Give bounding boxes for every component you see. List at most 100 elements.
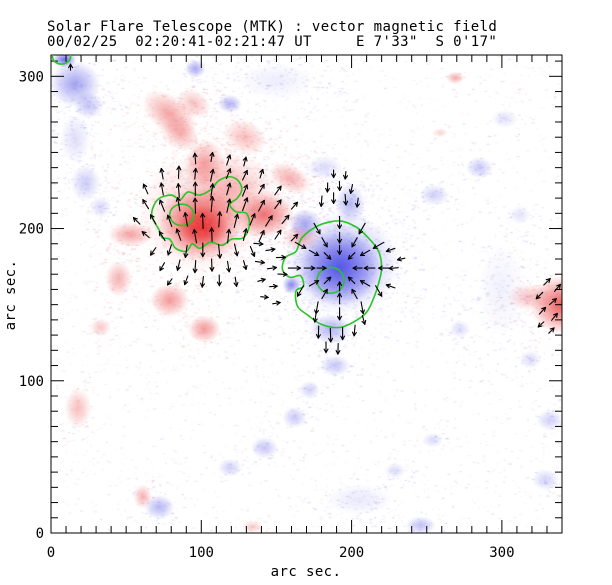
axis-ticks: [50, 55, 563, 534]
vector-arrowhead: [209, 168, 214, 173]
vector-arrow: [225, 168, 231, 180]
vector-arrowhead: [176, 183, 179, 188]
vector-arrow: [210, 196, 214, 213]
vector-arrow: [360, 301, 364, 315]
vector-arrowhead: [226, 198, 231, 203]
vector-arrow: [242, 197, 248, 212]
vector-arrowhead: [317, 334, 321, 339]
vector-arrowhead: [329, 254, 332, 260]
vector-arrowhead: [385, 250, 391, 253]
vector-arrow: [142, 199, 150, 210]
vector-arrowhead: [337, 281, 341, 286]
vector-arrow: [359, 249, 371, 257]
vector-arrowhead: [209, 151, 214, 157]
vector-arrowhead: [176, 228, 181, 233]
vector-arrowhead: [315, 251, 320, 257]
vector-arrowhead: [296, 267, 302, 271]
vector-arrow: [385, 247, 396, 252]
vector-arrowhead: [352, 265, 358, 269]
vector-arrow: [372, 241, 385, 249]
vector-arrowhead: [183, 212, 186, 218]
vector-arrow: [141, 231, 150, 239]
vector-arrowhead: [337, 224, 341, 230]
vector-arrowhead: [226, 154, 231, 159]
vector-arrowhead: [296, 265, 302, 269]
vector-arrowhead: [281, 256, 287, 260]
vector-arrowhead: [378, 267, 383, 271]
vector-arrow: [194, 260, 197, 274]
vector-arrowhead: [242, 156, 247, 161]
vector-arrowhead: [351, 244, 356, 248]
vector-arrow: [554, 283, 561, 292]
vector-arrowhead: [251, 213, 256, 217]
vector-arrow: [359, 280, 371, 287]
vector-arrow: [233, 243, 238, 257]
vector-arrow: [258, 230, 265, 243]
vector-arrow: [344, 170, 347, 180]
vector-arrowhead: [337, 350, 341, 355]
vector-arrowhead: [339, 250, 343, 255]
vector-arrow: [358, 222, 366, 235]
vector-arrowhead: [326, 187, 330, 193]
vector-arrowhead: [535, 294, 538, 300]
vector-arrowhead: [236, 251, 239, 257]
vector-arrowhead: [142, 199, 147, 203]
vector-arrow: [210, 183, 214, 198]
vector-arrowhead: [216, 281, 220, 287]
vector-arrowhead: [331, 199, 335, 204]
vector-arrow: [218, 211, 221, 228]
vector-arrowhead: [321, 267, 327, 271]
vector-arrowhead: [342, 335, 346, 341]
vector-arrow: [290, 201, 299, 210]
vector-arrowhead: [385, 283, 391, 286]
vector-arrowhead: [339, 292, 343, 298]
vector-arrowhead: [176, 266, 181, 271]
vector-arrow: [320, 195, 323, 207]
vector-arrowhead: [200, 282, 203, 288]
vector-arrow: [184, 244, 188, 258]
vector-arrowhead: [296, 233, 299, 239]
chart-title: Solar Flare Telescope (MTK) : vector mag…: [47, 19, 498, 35]
vector-arrowhead: [339, 186, 343, 191]
vector-arrowhead: [184, 253, 189, 258]
vector-arrowhead: [320, 202, 324, 207]
vector-arrowhead: [276, 199, 282, 203]
vector-arrowhead: [343, 174, 346, 180]
vector-arrowhead: [545, 278, 551, 281]
vector-arrowhead: [272, 265, 277, 269]
vector-arrowhead: [192, 197, 196, 203]
vector-arrowhead: [303, 244, 307, 249]
vector-arrow: [538, 306, 547, 315]
vector-arrowhead: [388, 267, 394, 271]
vector-arrow: [242, 169, 248, 181]
vector-arrowhead: [212, 183, 215, 189]
vector-arrowhead: [217, 211, 221, 216]
vector-arrowhead: [310, 265, 316, 269]
vector-arrowhead: [228, 228, 232, 234]
vector-arrowhead: [388, 265, 394, 270]
vector-arrowhead: [141, 231, 147, 234]
vector-arrow: [535, 291, 544, 300]
vector-arrowhead: [229, 182, 232, 188]
vector-arrowhead: [272, 283, 278, 287]
vector-arrowhead: [219, 253, 223, 259]
x-tick-label: 200: [339, 545, 364, 561]
vector-arrowhead: [260, 277, 266, 280]
vector-arrowhead: [69, 63, 74, 69]
vector-arrow: [167, 214, 173, 228]
vector-arrowhead: [193, 228, 198, 234]
vector-arrow: [548, 327, 555, 334]
vector-arrowhead: [364, 319, 367, 325]
vector-arrowhead: [236, 213, 240, 219]
vector-arrow: [184, 275, 189, 286]
vector-arrow: [272, 301, 281, 305]
vector-arrow: [194, 152, 197, 165]
vector-arrowhead: [272, 266, 277, 271]
vector-arrow: [351, 237, 358, 248]
vector-arrow: [314, 311, 317, 323]
vector-arrow: [274, 199, 282, 210]
vector-arrow: [253, 242, 264, 245]
vector-arrowhead: [245, 264, 248, 270]
vector-arrowhead: [200, 252, 204, 258]
